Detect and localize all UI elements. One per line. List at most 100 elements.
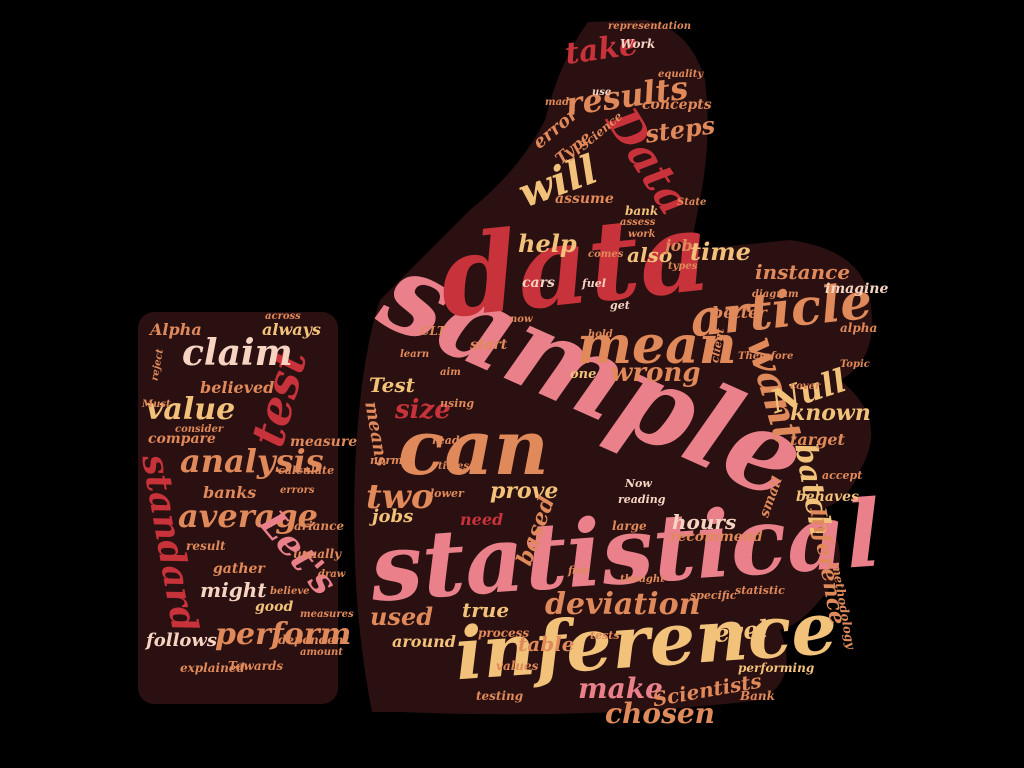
- word: Topic: [840, 359, 870, 370]
- word: get: [610, 299, 630, 312]
- word: consider: [175, 424, 224, 435]
- word: made: [545, 97, 576, 108]
- word: analysis: [180, 442, 324, 480]
- word: work: [628, 229, 656, 240]
- word: performing: [738, 661, 815, 675]
- word: can: [398, 403, 549, 492]
- word: CLT: [420, 324, 446, 338]
- word: now: [510, 314, 533, 325]
- word: make: [578, 672, 663, 705]
- word: comes: [588, 249, 624, 260]
- word: value: [146, 392, 236, 427]
- word: hours: [672, 510, 737, 534]
- word: calculate: [278, 464, 335, 477]
- hand-silhouette: [354, 20, 872, 715]
- word: times: [438, 461, 469, 472]
- word: start: [470, 337, 508, 353]
- word: thought: [620, 574, 665, 585]
- word: banks: [203, 483, 257, 502]
- word: testing: [476, 689, 524, 703]
- word: level: [703, 613, 770, 650]
- word: need: [460, 510, 504, 529]
- word: assess: [620, 217, 656, 228]
- word: Work: [620, 37, 656, 51]
- word: measure: [290, 434, 358, 450]
- word: statistic: [735, 584, 785, 597]
- word: target: [790, 430, 845, 449]
- word: Therefore: [738, 351, 794, 362]
- word: claim: [182, 332, 293, 374]
- word: mean: [577, 315, 737, 376]
- word: reading: [618, 493, 666, 506]
- word: representation: [608, 21, 691, 32]
- word: cover: [790, 381, 821, 392]
- word: might: [200, 578, 267, 602]
- word: amount: [300, 647, 343, 658]
- word: process: [478, 626, 530, 640]
- word: diagram: [752, 289, 799, 300]
- word: gather: [213, 561, 265, 577]
- word: concepts: [642, 97, 712, 113]
- word: known: [790, 400, 871, 426]
- word: specific: [690, 589, 737, 602]
- word: compare: [148, 431, 216, 447]
- word: Towards: [228, 659, 284, 673]
- word: draw: [318, 569, 346, 580]
- word: believed: [200, 378, 275, 397]
- word: chosen: [605, 697, 716, 730]
- word: better: [712, 303, 767, 322]
- word: cars: [522, 275, 555, 291]
- word: prove: [490, 478, 559, 504]
- word: deviation: [545, 587, 701, 622]
- word: also: [627, 243, 673, 267]
- word: errors: [280, 485, 315, 496]
- word: use: [592, 87, 612, 98]
- word: Must: [142, 399, 171, 410]
- word: usually: [293, 547, 342, 561]
- word: read: [432, 434, 460, 447]
- word: tests: [590, 629, 620, 642]
- word: normal: [370, 454, 415, 467]
- word: used: [370, 602, 434, 631]
- word: perform: [215, 617, 352, 652]
- word: size: [395, 395, 451, 425]
- word: always: [262, 320, 321, 339]
- word: true: [462, 598, 510, 622]
- word: Now: [625, 477, 652, 490]
- word: believe: [270, 586, 310, 597]
- word: two: [366, 477, 434, 517]
- word: large: [612, 519, 647, 533]
- word: types: [668, 261, 698, 272]
- word: lower: [430, 487, 464, 500]
- word: follows: [146, 630, 218, 651]
- word: Alpha: [150, 320, 202, 339]
- word: imagine: [825, 281, 889, 297]
- word: measures: [300, 609, 354, 620]
- word: equality: [658, 69, 704, 80]
- word: variance: [287, 519, 345, 533]
- word: Test: [369, 373, 415, 397]
- word: average: [178, 497, 319, 535]
- word: Bank: [740, 689, 775, 703]
- word: one: [570, 367, 597, 382]
- word: help: [518, 229, 577, 258]
- word: instance: [755, 260, 851, 284]
- word: explained: [180, 661, 245, 675]
- word: good: [255, 599, 294, 615]
- word: bank: [625, 204, 659, 218]
- word: values: [496, 659, 539, 673]
- word: around: [392, 632, 456, 651]
- word: fuel: [582, 277, 606, 290]
- word: recommend: [670, 529, 763, 545]
- word: dependent: [278, 633, 350, 647]
- word: time: [690, 237, 751, 266]
- word: table: [518, 632, 575, 656]
- word: alpha: [840, 321, 878, 335]
- word: job: [665, 236, 693, 255]
- word: result: [186, 539, 226, 553]
- word: wrong: [610, 358, 701, 388]
- word: accept: [822, 469, 863, 482]
- word: across: [265, 311, 301, 322]
